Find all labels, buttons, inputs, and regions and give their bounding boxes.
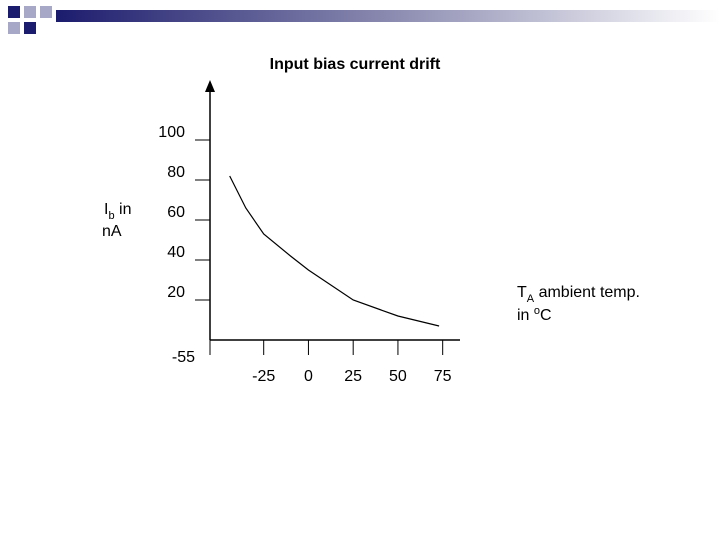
x-label-symbol: T — [517, 284, 527, 301]
y-tick-label: 100 — [158, 124, 185, 141]
x-tick-label: 75 — [434, 368, 452, 385]
y-axis-label-line2: nA — [102, 223, 122, 240]
y-tick-label: 80 — [167, 164, 185, 181]
x-label-end: C — [540, 307, 552, 324]
y-tick-label: 60 — [167, 204, 185, 221]
y-tick-label: 20 — [167, 284, 185, 301]
y-axis-label: Ib in — [104, 201, 131, 222]
corner-decoration — [8, 6, 720, 34]
x-axis-label: TA ambient temp. — [517, 284, 640, 305]
y-tick-label: 40 — [167, 244, 185, 261]
x-label-superscript: o — [534, 305, 540, 317]
chart-title: Input bias current drift — [270, 56, 441, 73]
x-tick-label: -55 — [172, 349, 195, 366]
x-tick-label: 0 — [304, 368, 313, 385]
x-axis-label-line2: in oC — [517, 305, 552, 324]
y-label-rest: in — [115, 201, 132, 218]
x-tick-label: -25 — [252, 368, 275, 385]
x-label-start: in — [517, 307, 534, 324]
y-axis-arrow — [205, 80, 215, 92]
drift-curve — [229, 175, 440, 327]
y-label-symbol: I — [104, 201, 108, 218]
x-label-subscript: A — [527, 293, 535, 305]
x-tick-label: 25 — [344, 368, 362, 385]
x-tick-label: 50 — [389, 368, 407, 385]
x-label-rest: ambient temp. — [534, 284, 640, 301]
y-label-subscript: b — [108, 210, 114, 222]
